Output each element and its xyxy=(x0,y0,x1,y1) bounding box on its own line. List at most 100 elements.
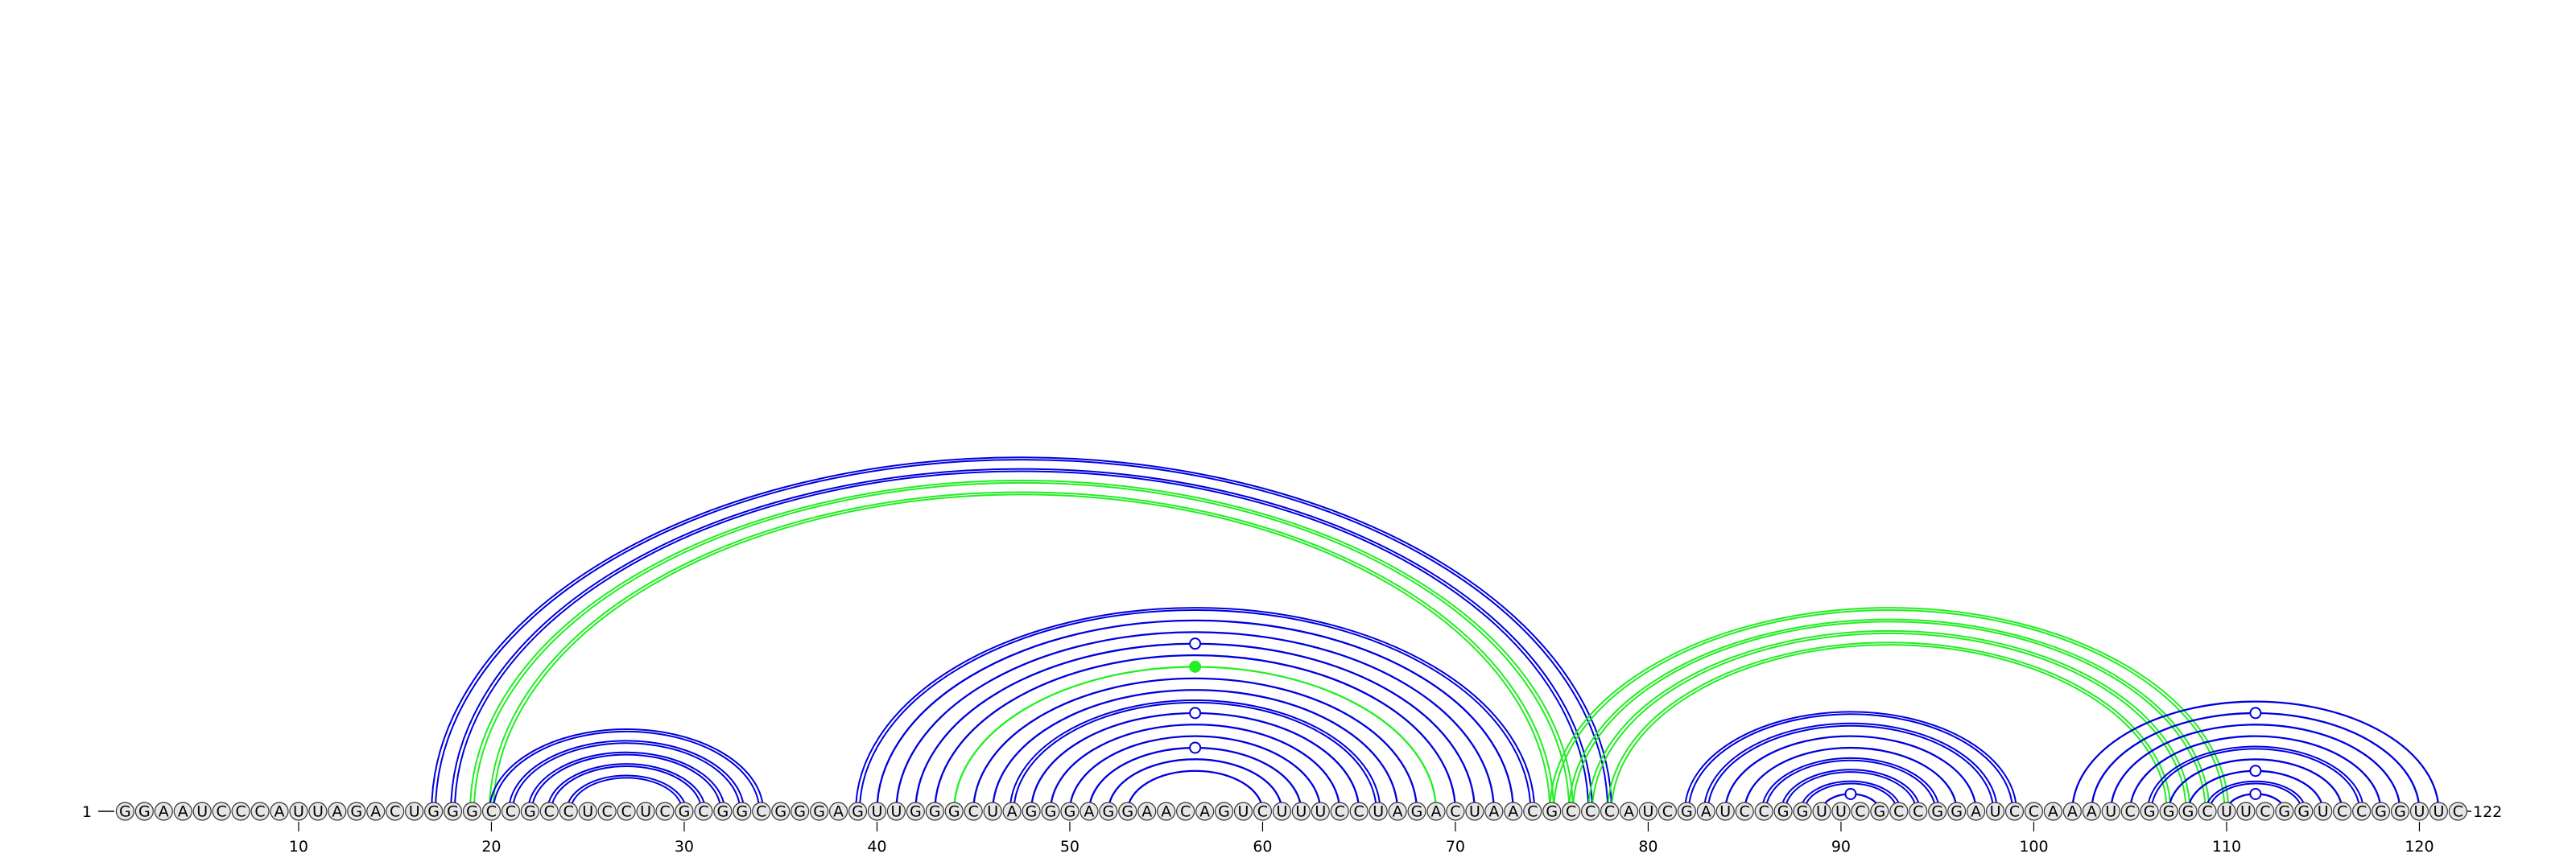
nucleotide-circle xyxy=(944,802,964,821)
nucleotide-circle xyxy=(2140,802,2159,821)
base-pair-arc xyxy=(1049,724,1341,812)
nucleotide-circle xyxy=(2082,802,2101,821)
nucleotide: G xyxy=(1870,802,1889,821)
base-pair-arc-strand xyxy=(2146,745,2364,812)
base-pair-arc-strand xyxy=(489,491,1555,812)
nucleotide-circle xyxy=(2409,802,2429,821)
nucleotide-circle xyxy=(2062,802,2082,821)
nucleotide-circle xyxy=(520,802,539,821)
nucleotide-letter: U xyxy=(582,803,593,821)
nucleotide-letter: G xyxy=(736,803,748,821)
base-pair-arc-strand xyxy=(526,751,726,812)
nucleotide: G xyxy=(1928,802,1947,821)
nucleotide-circle xyxy=(154,802,173,821)
nucleotide-letter: A xyxy=(1141,803,1152,821)
nucleotide-letter: A xyxy=(1624,803,1634,821)
nucleotide-letter: U xyxy=(871,803,882,821)
nucleotide: G xyxy=(1041,802,1060,821)
nucleotide-letter: C xyxy=(506,803,516,821)
nucleotide-letter: A xyxy=(370,803,381,821)
base-pair-arc-strand xyxy=(450,468,1593,812)
nucleotide-circle xyxy=(1426,802,1446,821)
base-pair-arc-strand xyxy=(489,728,765,812)
nucleotide: C xyxy=(1446,802,1465,821)
nucleotide-letter: C xyxy=(1759,803,1769,821)
nucleotide-letter: U xyxy=(1469,803,1480,821)
nucleotide-letter: U xyxy=(1315,803,1326,821)
nucleotide: G xyxy=(2178,802,2198,821)
axis-tick: 20 xyxy=(481,822,502,856)
nucleotide: A xyxy=(1080,802,1099,821)
nucleotide-letter: U xyxy=(1642,803,1653,821)
nucleotide-circle xyxy=(1735,802,1754,821)
filled-marker xyxy=(1189,660,1202,673)
nucleotide-circle xyxy=(1060,802,1080,821)
base-pair-arc-strand xyxy=(1126,769,1264,812)
nucleotide: C xyxy=(2120,802,2140,821)
base-pair-arc-strand xyxy=(1765,759,1937,812)
nucleotide-circle xyxy=(1793,802,1812,821)
nucleotide: G xyxy=(944,802,964,821)
base-pair-arc-strand xyxy=(1683,711,2017,812)
nucleotide-letter: C xyxy=(2009,803,2020,821)
nucleotide-letter: C xyxy=(1180,803,1191,821)
nucleotide: G xyxy=(848,802,868,821)
nucleotide-letter: G xyxy=(2278,803,2290,821)
base-pair-arc xyxy=(1724,735,1977,812)
nucleotide-circle xyxy=(443,802,463,821)
nucleotide: C xyxy=(2333,802,2352,821)
nucleotide: U xyxy=(1291,802,1311,821)
nucleotide-circle xyxy=(1580,802,1600,821)
base-pair-arc xyxy=(1703,722,1998,812)
nucleotide: A xyxy=(270,802,289,821)
nucleotide: C xyxy=(2256,802,2275,821)
base-pair-arc xyxy=(508,740,745,812)
nucleotide-circle xyxy=(1330,802,1349,821)
nucleotide-circle xyxy=(1176,802,1195,821)
nucleotide-letter: C xyxy=(1585,803,1596,821)
nucleotide: C xyxy=(752,802,771,821)
nucleotide-letter: C xyxy=(2029,803,2039,821)
nucleotide: A xyxy=(2062,802,2082,821)
base-pair-arc xyxy=(546,763,707,812)
nucleotide-circle xyxy=(1754,802,1773,821)
nucleotide-circle xyxy=(1002,802,1022,821)
nucleotide-letter: G xyxy=(138,803,151,821)
nucleotide-circle xyxy=(1985,802,2005,821)
base-pair-arc xyxy=(1568,618,2211,812)
base-pair-arc xyxy=(2071,700,2440,812)
base-pair-arc xyxy=(489,491,1555,812)
nucleotide: C xyxy=(617,802,636,821)
nucleotide-circle xyxy=(192,802,212,821)
nucleotide-circle xyxy=(1870,802,1889,821)
nucleotide-letter: G xyxy=(1873,803,1885,821)
open-marker xyxy=(1189,741,1202,754)
nucleotide: G xyxy=(1773,802,1793,821)
nucleotide-letter: G xyxy=(1218,803,1230,821)
nucleotide-circle xyxy=(828,802,848,821)
base-pair-arc-strand xyxy=(1744,746,1958,812)
nucleotide: U xyxy=(2217,802,2236,821)
nucleotide-letter: C xyxy=(2260,803,2270,821)
nucleotide: G xyxy=(134,802,154,821)
nucleotide-circle xyxy=(2198,802,2217,821)
nucleotide-circle xyxy=(1909,802,1928,821)
nucleotide-circle xyxy=(173,802,192,821)
nucleotide: A xyxy=(1157,802,1176,821)
nucleotide-circle xyxy=(617,802,636,821)
nucleotide-circle xyxy=(2024,802,2044,821)
nucleotide: A xyxy=(173,802,192,821)
base-pair-arc xyxy=(1744,746,1958,812)
nucleotide-circle xyxy=(867,802,887,821)
nucleotide-circle xyxy=(250,802,270,821)
nucleotide-letter: U xyxy=(1295,803,1307,821)
nucleotide: G xyxy=(1793,802,1812,821)
nucleotide: A xyxy=(328,802,347,821)
nucleotide-letter: G xyxy=(119,803,131,821)
nucleotide-circle xyxy=(1812,802,1831,821)
nucleotide-circle xyxy=(1214,802,1234,821)
nucleotide: C xyxy=(2024,802,2044,821)
nucleotide: G xyxy=(443,802,463,821)
nucleotide-circle xyxy=(597,802,617,821)
